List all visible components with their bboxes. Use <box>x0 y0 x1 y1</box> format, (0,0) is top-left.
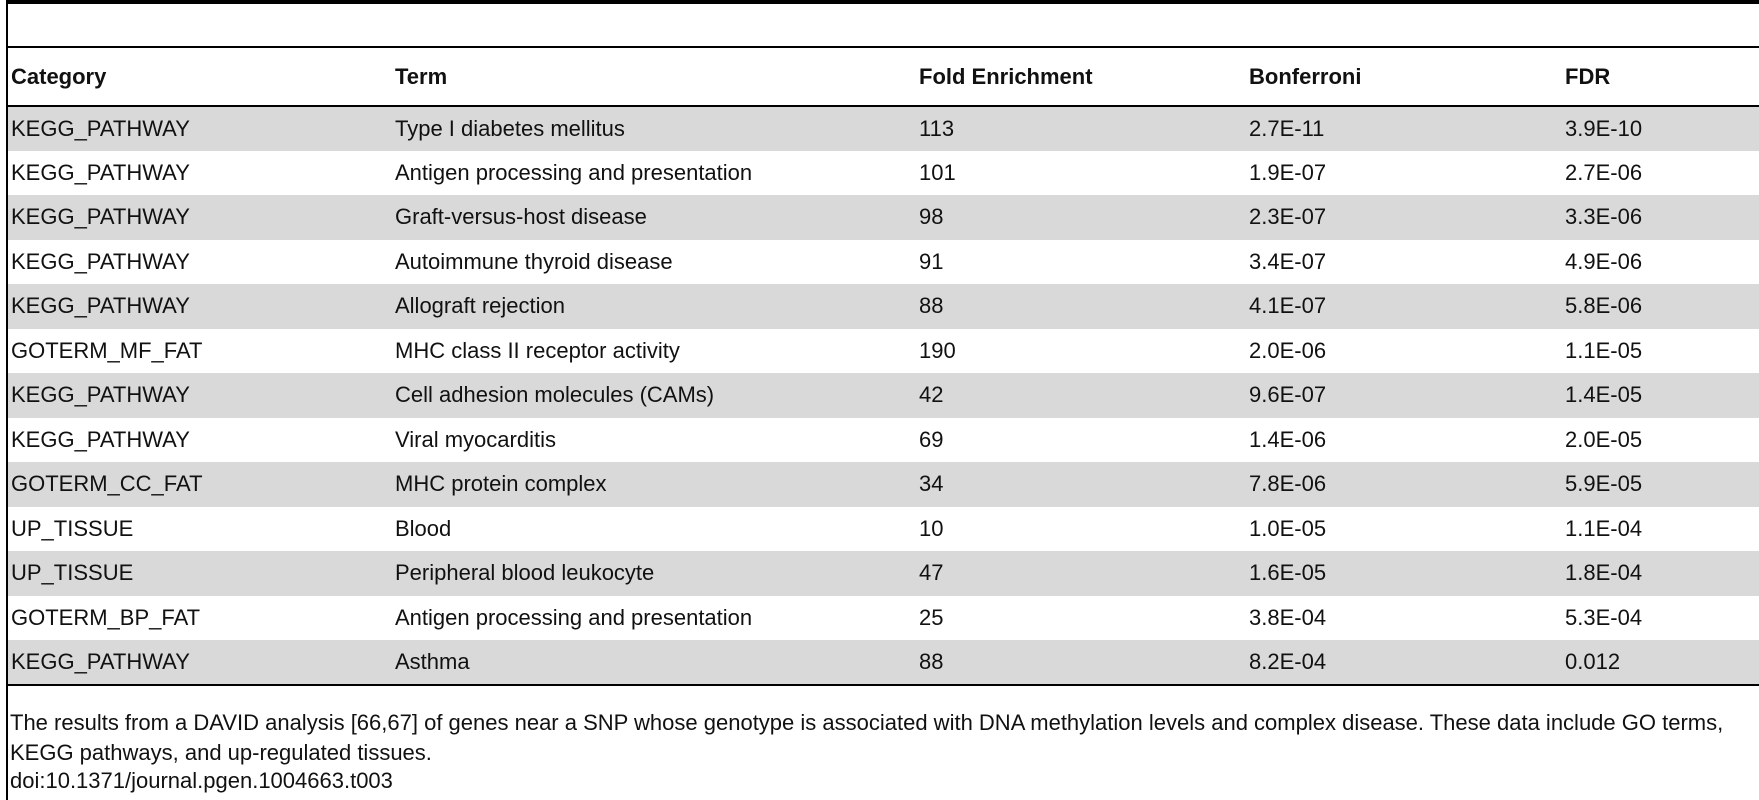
cell-bonferroni: 2.0E-06 <box>1249 337 1327 363</box>
cell-fold-enrichment: 101 <box>919 159 956 185</box>
table-row: KEGG_PATHWAY Viral myocarditis 69 1.4E-06 2.… <box>8 418 1759 463</box>
table-row: KEGG_PATHWAY Cell adhesion molecules (CAM… <box>8 373 1759 418</box>
cell-category: KEGG_PATHWAY <box>11 159 190 185</box>
cell-fdr: 3.3E-06 <box>1565 204 1643 230</box>
cell-category: GOTERM_BP_FAT <box>11 604 201 630</box>
cell-category: KEGG_PATHWAY <box>11 115 190 141</box>
cell-bonferroni: 7.8E-06 <box>1249 471 1327 497</box>
cell-term: Peripheral blood leukocyte <box>395 560 655 586</box>
header-term: Term <box>395 63 448 89</box>
cell-fold-enrichment: 10 <box>919 515 944 541</box>
header-fdr: FDR <box>1565 63 1611 89</box>
enrichment-table: Category Term Fold Enrichment Bonferroni… <box>8 46 1759 686</box>
cell-fdr: 5.3E-04 <box>1565 604 1643 630</box>
cell-fdr: 2.0E-05 <box>1565 426 1643 452</box>
cell-term: Autoimmune thyroid disease <box>395 248 673 274</box>
table-row: UP_TISSUE Blood 10 1.0E-05 1.1E-04 <box>8 507 1759 552</box>
cell-fold-enrichment: 98 <box>919 204 944 230</box>
header-bonferroni: Bonferroni <box>1249 63 1362 89</box>
cell-fold-enrichment: 69 <box>919 426 944 452</box>
cell-term: Viral myocarditis <box>395 426 556 452</box>
cell-term: Blood <box>395 515 452 541</box>
cell-term: Asthma <box>395 648 470 674</box>
table-row: KEGG_PATHWAY Autoimmune thyroid disease 91… <box>8 240 1759 285</box>
cell-fold-enrichment: 47 <box>919 560 944 586</box>
cell-term: MHC protein complex <box>395 471 607 497</box>
table-row: GOTERM_CC_FAT MHC protein complex 34 7.8E-0… <box>8 462 1759 507</box>
cell-category: KEGG_PATHWAY <box>11 248 190 274</box>
cell-category: GOTERM_MF_FAT <box>11 337 203 363</box>
cell-fdr: 1.1E-05 <box>1565 337 1643 363</box>
cell-fold-enrichment: 88 <box>919 293 944 319</box>
cell-category: UP_TISSUE <box>11 515 134 541</box>
cell-bonferroni: 8.2E-04 <box>1249 648 1327 674</box>
cell-fold-enrichment: 34 <box>919 471 944 497</box>
table-row: KEGG_PATHWAY Graft-versus-host disease 98 2… <box>8 195 1759 240</box>
cell-category: GOTERM_CC_FAT <box>11 471 203 497</box>
cell-bonferroni: 3.8E-04 <box>1249 604 1327 630</box>
cell-fold-enrichment: 42 <box>919 382 944 408</box>
cell-fold-enrichment: 190 <box>919 337 956 363</box>
cell-term: Graft-versus-host disease <box>395 204 647 230</box>
cell-bonferroni: 1.4E-06 <box>1249 426 1327 452</box>
cell-category: KEGG_PATHWAY <box>11 204 190 230</box>
table-header-row: Category Term Fold Enrichment Bonferroni… <box>8 47 1759 106</box>
table-row: KEGG_PATHWAY Type I diabetes mellitus 113 2… <box>8 106 1759 151</box>
cell-bonferroni: 1.6E-05 <box>1249 560 1327 586</box>
cell-term: Type I diabetes mellitus <box>395 115 625 141</box>
cell-fdr: 3.9E-10 <box>1565 115 1643 141</box>
cell-category: UP_TISSUE <box>11 560 134 586</box>
table-row: GOTERM_MF_FAT MHC class II receptor activ… <box>8 329 1759 374</box>
cell-term: Antigen processing and presentation <box>395 604 753 630</box>
cell-bonferroni: 2.7E-11 <box>1249 115 1325 141</box>
cell-category: KEGG_PATHWAY <box>11 426 190 452</box>
cell-fdr: 4.9E-06 <box>1565 248 1643 274</box>
cell-fdr: 5.8E-06 <box>1565 293 1643 319</box>
doi-label: doi:10.1371/journal.pgen.1004663.t003 <box>10 768 393 793</box>
cell-bonferroni: 4.1E-07 <box>1249 293 1327 319</box>
cell-fold-enrichment: 91 <box>919 248 944 274</box>
cell-fdr: 1.8E-04 <box>1565 560 1643 586</box>
cell-fold-enrichment: 88 <box>919 648 944 674</box>
cell-bonferroni: 3.4E-07 <box>1249 248 1327 274</box>
cell-fdr: 1.1E-04 <box>1565 515 1643 541</box>
table-row: KEGG_PATHWAY Allograft rejection 88 4.1E-07… <box>8 284 1759 329</box>
table-row: KEGG_PATHWAY Asthma 88 8.2E-04 0.012 <box>8 640 1759 685</box>
cell-category: KEGG_PATHWAY <box>11 382 190 408</box>
cell-fdr: 5.9E-05 <box>1565 471 1643 497</box>
cell-bonferroni: 1.9E-07 <box>1249 159 1327 185</box>
cell-bonferroni: 9.6E-07 <box>1249 382 1327 408</box>
cell-term: MHC class II receptor activity <box>395 337 680 363</box>
cell-category: KEGG_PATHWAY <box>11 293 190 319</box>
table-body: KEGG_PATHWAY Type I diabetes mellitus 113 2… <box>8 106 1759 685</box>
top-rule <box>6 0 1759 4</box>
cell-fdr: 0.012 <box>1565 648 1621 674</box>
table-container: Category Term Fold Enrichment Bonferroni… <box>8 46 1759 686</box>
cell-term: Cell adhesion molecules (CAMs) <box>395 382 715 408</box>
header-category: Category <box>11 63 107 89</box>
left-edge-rule <box>6 0 8 800</box>
cell-category: KEGG_PATHWAY <box>11 648 190 674</box>
cell-fdr: 1.4E-05 <box>1565 382 1643 408</box>
table-row: KEGG_PATHWAY Antigen processing and prese… <box>8 151 1759 196</box>
table-row: GOTERM_BP_FAT Antigen processing and pres… <box>8 596 1759 641</box>
cell-bonferroni: 1.0E-05 <box>1249 515 1327 541</box>
cell-term: Allograft rejection <box>395 293 565 319</box>
table-caption: The results from a DAVID analysis [66,67… <box>10 710 1724 765</box>
cell-fold-enrichment: 113 <box>919 115 955 141</box>
table-row: UP_TISSUE Peripheral blood leukocyte 47 1.6… <box>8 551 1759 596</box>
cell-fdr: 2.7E-06 <box>1565 159 1643 185</box>
cell-fold-enrichment: 25 <box>919 604 944 630</box>
header-fold-enrichment: Fold Enrichment <box>919 63 1093 89</box>
cell-term: Antigen processing and presentation <box>395 159 753 185</box>
cell-bonferroni: 2.3E-07 <box>1249 204 1327 230</box>
